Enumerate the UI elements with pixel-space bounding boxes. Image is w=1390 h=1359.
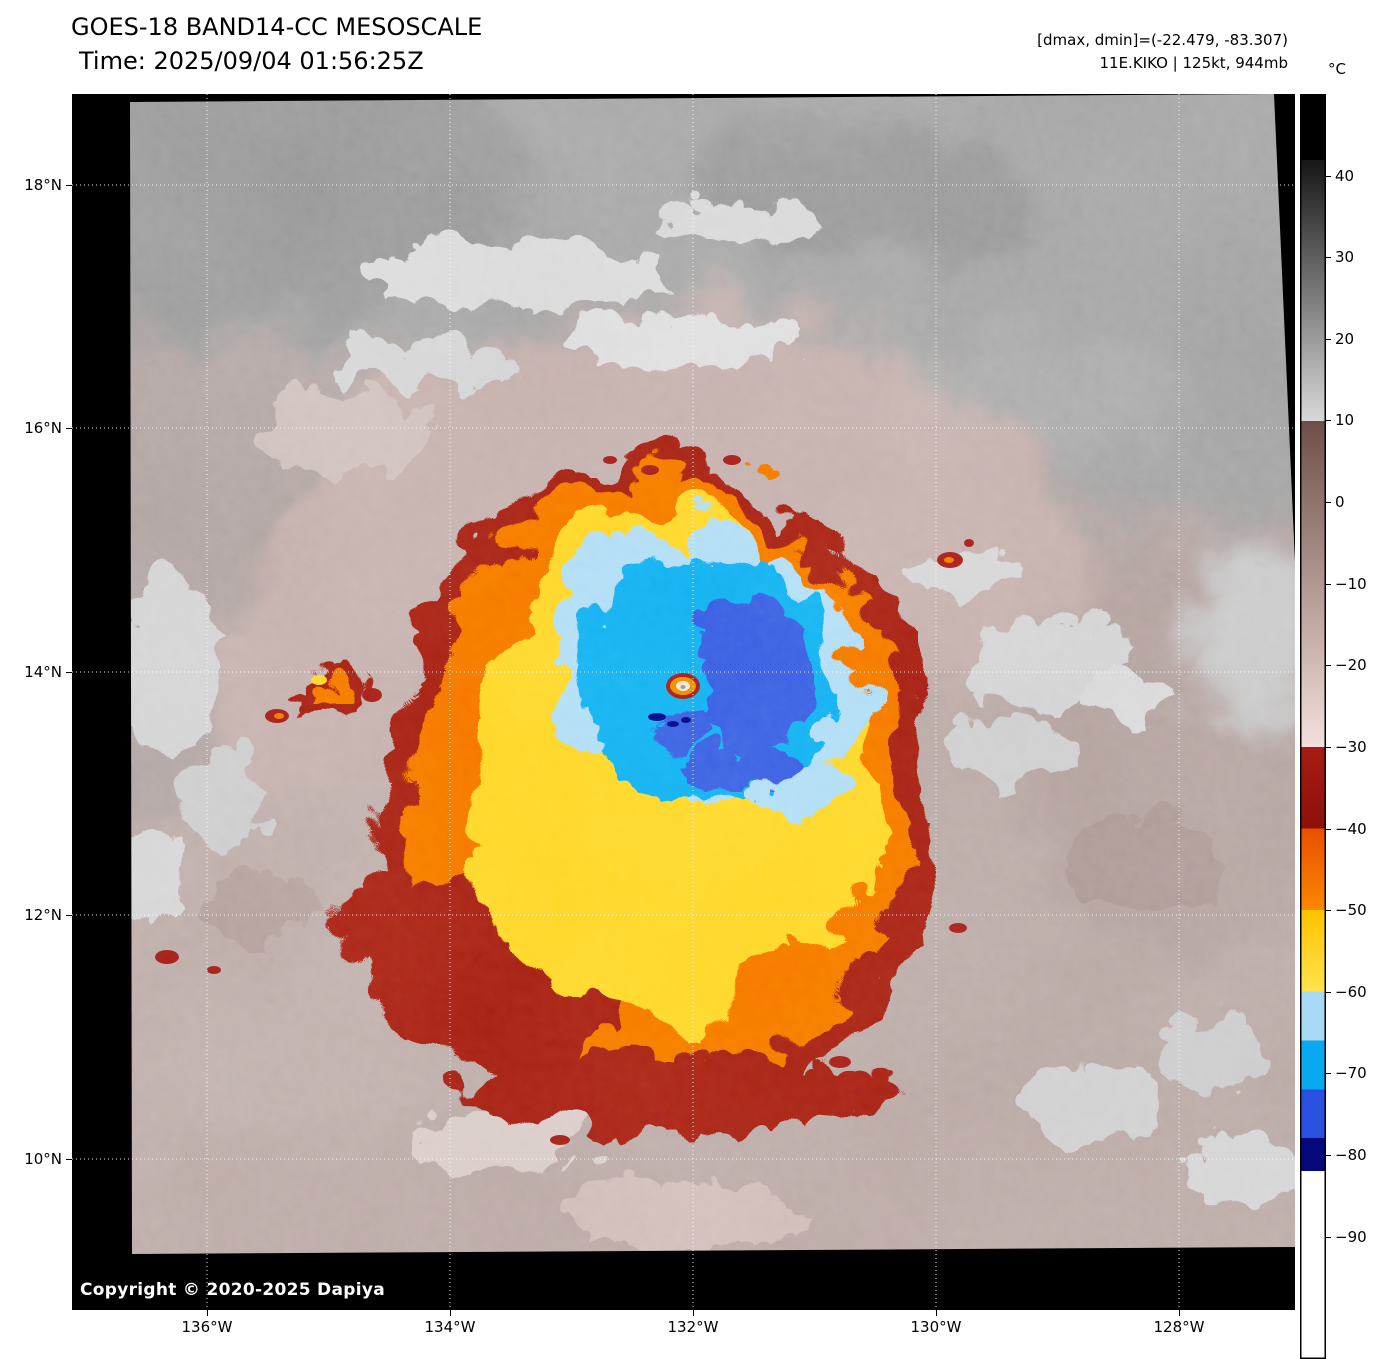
lat-tick-label: 12°N [24, 906, 62, 924]
lon-tickmark [693, 1310, 694, 1316]
lat-tick-label: 14°N [24, 663, 62, 681]
colorbar-tick-label: −10 [1335, 574, 1367, 593]
colorbar-tickmark [1326, 175, 1331, 177]
colorbar-tick-label: 20 [1335, 329, 1355, 348]
lon-tickmark [1179, 1310, 1180, 1316]
colorbar-tickmark [1326, 420, 1331, 422]
colorbar-tickmark [1326, 828, 1331, 830]
colorbar-tick-label: −70 [1335, 1064, 1367, 1083]
storm-info: 11E.KIKO | 125kt, 944mb [1099, 54, 1288, 72]
colorbar-tick-label: −30 [1335, 737, 1367, 756]
colorbar-tickmark [1326, 1154, 1331, 1156]
copyright-text: Copyright © 2020-2025 Dapiya [80, 1280, 385, 1300]
colorbar-tickmark [1326, 1073, 1331, 1075]
satellite-image [72, 94, 1295, 1310]
colorbar-tickmark [1326, 502, 1331, 504]
colorbar-tickmark [1326, 1236, 1331, 1238]
image-timestamp: Time: 2025/09/04 01:56:25Z [79, 47, 424, 75]
colorbar-unit: °C [1328, 60, 1346, 78]
colorbar-tick-label: 40 [1335, 166, 1355, 185]
colorbar-tick-label: 30 [1335, 248, 1355, 267]
lon-tickmark [450, 1310, 451, 1316]
data-region [130, 94, 1295, 1254]
lon-tick-label: 136°W [181, 1318, 233, 1336]
lat-tick-label: 16°N [24, 419, 62, 437]
graticule [72, 94, 1295, 1310]
colorbar-tickmark [1326, 338, 1331, 340]
colorbar-tickmark [1326, 746, 1331, 748]
colorbar-tick-label: −50 [1335, 901, 1367, 920]
lon-tick-label: 130°W [910, 1318, 962, 1336]
lon-tickmark [936, 1310, 937, 1316]
lon-tickmark [207, 1310, 208, 1316]
plot-area: Copyright © 2020-2025 Dapiya [72, 94, 1295, 1310]
colorbar-tick-label: −90 [1335, 1227, 1367, 1246]
colorbar-tick-label: −20 [1335, 656, 1367, 675]
lon-tick-label: 134°W [424, 1318, 476, 1336]
colorbar-ticks: 40 30 20 10 0 −10 −20 −30 −40 −50 −60 −70 −80 −90 [1326, 94, 1390, 1359]
colorbar [1300, 94, 1326, 1359]
colorbar-tick-label: −40 [1335, 819, 1367, 838]
fine-grain-overlay [130, 94, 1295, 1254]
colorbar-tickmark [1326, 665, 1331, 667]
colorbar-tickmark [1326, 583, 1331, 585]
lat-tick-label: 18°N [24, 176, 62, 194]
colorbar-tick-label: 0 [1335, 493, 1345, 512]
lat-tick-label: 10°N [24, 1150, 62, 1168]
lon-tick-label: 132°W [667, 1318, 719, 1336]
lon-tick-label: 128°W [1153, 1318, 1205, 1336]
colorbar-tickmark [1326, 910, 1331, 912]
colorbar-tick-label: −60 [1335, 982, 1367, 1001]
colorbar-bar [1300, 94, 1326, 1359]
dmax-dmin-readout: [dmax, dmin]=(-22.479, -83.307) [1037, 31, 1288, 49]
colorbar-tickmark [1326, 257, 1331, 259]
colorbar-tick-label: 10 [1335, 411, 1355, 430]
colorbar-tickmark [1326, 991, 1331, 993]
image-title: GOES-18 BAND14-CC MESOSCALE [71, 13, 483, 41]
colorbar-gradient-svg [1300, 94, 1326, 1359]
colorbar-tick-label: −80 [1335, 1145, 1367, 1164]
